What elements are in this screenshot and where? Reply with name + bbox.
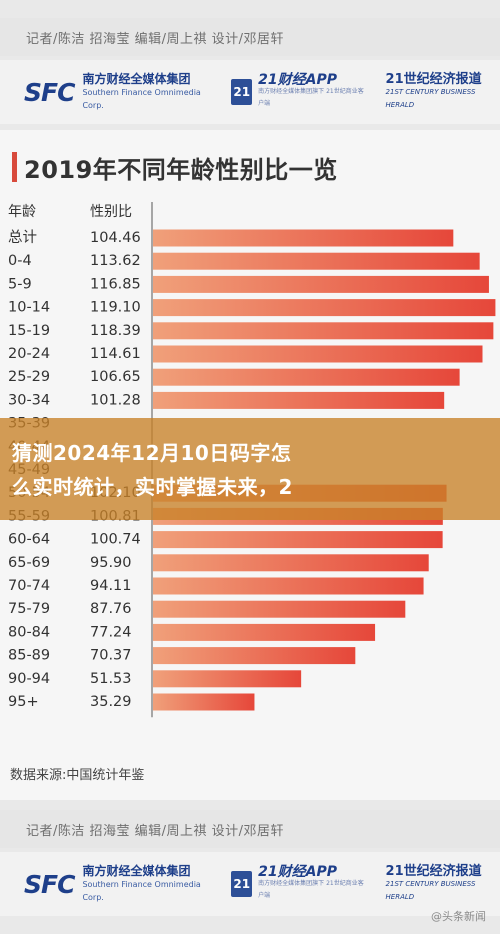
data-source: 数据来源:中国统计年鉴 xyxy=(10,768,145,783)
category-label: 65-69 xyxy=(8,555,50,571)
category-label: 85-89 xyxy=(8,648,50,664)
bar xyxy=(153,623,376,641)
value-label: 94.11 xyxy=(90,578,132,594)
bar xyxy=(153,391,445,409)
app-name-en-bottom: 南方财经全媒体集团旗下 21世纪商业客户端 xyxy=(258,880,364,899)
group-name-cn: 南方财经全媒体集团 xyxy=(82,71,191,86)
category-label: 60-64 xyxy=(8,532,50,548)
headline-overlay xyxy=(0,418,500,520)
value-label: 100.74 xyxy=(90,532,141,548)
21-badge-icon: 21 xyxy=(231,79,253,105)
value-label: 77.24 xyxy=(90,624,132,640)
category-label: 5-9 xyxy=(8,276,32,292)
value-label: 118.39 xyxy=(90,323,141,339)
app-name-bottom: 21财经APP 南方财经全媒体集团旗下 21世纪商业客户端 xyxy=(258,864,369,902)
app-name-cn: 21财经APP xyxy=(258,72,337,88)
value-label: 70.37 xyxy=(90,648,132,664)
herald-name: 21世纪经济报道 21ST CENTURY BUSINESS HERALD xyxy=(386,73,500,112)
herald-name-cn-bottom: 21世纪经济报道 xyxy=(385,863,482,879)
bar xyxy=(153,577,424,595)
sfc-logo: SFC xyxy=(24,77,75,107)
credits-text-bottom: 记者/陈洁 招海莹 编辑/周上祺 设计/邓居轩 xyxy=(26,823,285,839)
group-name-bottom: 南方财经全媒体集团 Southern Finance Omnimedia Cor… xyxy=(82,863,217,904)
bar xyxy=(153,693,255,711)
herald-name-bottom: 21世纪经济报道 21ST CENTURY BUSINESS HERALD xyxy=(386,865,500,904)
value-label: 116.85 xyxy=(90,276,141,292)
logo-bar: SFC 南方财经全媒体集团 Southern Finance Omnimedia… xyxy=(0,60,500,124)
value-label: 114.61 xyxy=(90,346,141,362)
herald-name-en-bottom: 21ST CENTURY BUSINESS HERALD xyxy=(385,879,476,901)
value-label: 35.29 xyxy=(90,694,132,710)
category-label: 75-79 xyxy=(8,601,50,617)
category-label: 20-24 xyxy=(8,346,50,362)
credits-text: 记者/陈洁 招海莹 编辑/周上祺 设计/邓居轩 xyxy=(26,31,285,47)
bar xyxy=(153,252,480,270)
value-label: 101.28 xyxy=(90,392,141,408)
sfc-logo-bottom: SFC xyxy=(24,869,75,899)
logo-bar-bottom: SFC 南方财经全媒体集团 Southern Finance Omnimedia… xyxy=(0,852,500,916)
value-label: 51.53 xyxy=(90,671,132,687)
21-badge-icon-bottom: 21 xyxy=(231,871,253,897)
category-label: 0-4 xyxy=(8,253,32,269)
value-label: 87.76 xyxy=(90,601,132,617)
bar xyxy=(153,554,429,572)
group-name: 南方财经全媒体集团 Southern Finance Omnimedia Cor… xyxy=(82,71,217,112)
app-name-en: 南方财经全媒体集团旗下 21世纪商业客户端 xyxy=(258,88,364,107)
group-name-en-bottom: Southern Finance Omnimedia Corp. xyxy=(82,879,201,902)
chart-title: 2019年不同年龄性别比一览 xyxy=(24,156,338,184)
category-label: 总计 xyxy=(8,229,37,246)
category-label: 70-74 xyxy=(8,578,50,594)
value-label: 113.62 xyxy=(90,253,141,269)
bar xyxy=(153,275,489,293)
bar xyxy=(153,670,302,688)
headline: 猜测2024年12月10日码字怎 么实时统计，实时掌握未来，2 xyxy=(12,436,492,504)
header-value: 性别比 xyxy=(90,204,132,220)
herald-name-cn: 21世纪经济报道 xyxy=(385,71,482,87)
bar xyxy=(153,299,496,317)
headline-line-1: 猜测2024年12月10日码字怎 xyxy=(12,441,292,465)
bar xyxy=(153,368,460,386)
category-label: 90-94 xyxy=(8,671,50,687)
bar xyxy=(153,345,483,363)
credits-bar-bottom: 记者/陈洁 招海莹 编辑/周上祺 设计/邓居轩 xyxy=(0,810,500,848)
category-label: 10-14 xyxy=(8,300,50,316)
category-label: 15-19 xyxy=(8,323,50,339)
footer-source-logo: @头条新闻 xyxy=(431,910,486,923)
value-label: 104.46 xyxy=(90,230,141,246)
group-name-cn-bottom: 南方财经全媒体集团 xyxy=(82,863,191,878)
category-label: 80-84 xyxy=(8,624,50,640)
group-name-en: Southern Finance Omnimedia Corp. xyxy=(82,87,201,110)
value-label: 106.65 xyxy=(90,369,141,385)
bar xyxy=(153,322,494,340)
headline-line-2: 么实时统计，实时掌握未来，2 xyxy=(12,475,293,499)
value-label: 95.90 xyxy=(90,555,132,571)
header-category: 年龄 xyxy=(8,204,36,220)
category-label: 30-34 xyxy=(8,392,50,408)
bar xyxy=(153,229,454,247)
credits-bar: 记者/陈洁 招海莹 编辑/周上祺 设计/邓居轩 xyxy=(0,18,500,56)
bar xyxy=(153,531,443,549)
app-name-cn-bottom: 21财经APP xyxy=(258,864,337,880)
value-label: 119.10 xyxy=(90,300,141,316)
title-accent-bar xyxy=(12,152,17,182)
category-label: 95+ xyxy=(8,694,39,710)
bar xyxy=(153,600,406,618)
app-name: 21财经APP 南方财经全媒体集团旗下 21世纪商业客户端 xyxy=(258,72,369,110)
herald-name-en: 21ST CENTURY BUSINESS HERALD xyxy=(385,87,476,109)
category-label: 25-29 xyxy=(8,369,50,385)
bar xyxy=(153,647,356,665)
